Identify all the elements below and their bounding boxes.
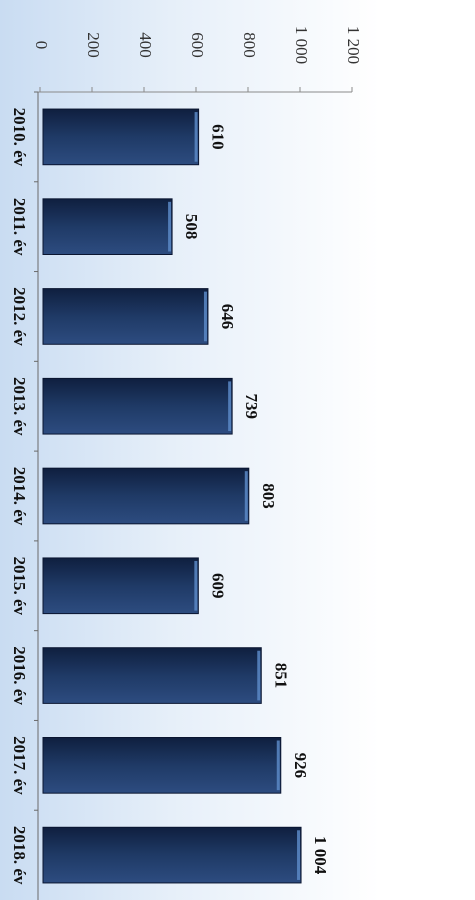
category-label: 2012. év: [10, 287, 29, 346]
data-label: 851: [271, 663, 290, 689]
data-label: 610: [209, 124, 228, 150]
bar: [42, 467, 250, 525]
bar-highlight: [228, 381, 232, 432]
plot-area: 0 200 400 600 800 1 000 1 200 610 2010. év 508 201…: [10, 26, 363, 900]
bar-highlight: [168, 201, 172, 252]
category-label: 2011. év: [10, 198, 29, 256]
category-label: 2016. év: [10, 646, 29, 705]
category-label: 2014. év: [10, 467, 29, 526]
data-label: 926: [291, 753, 310, 779]
bar-highlight: [194, 560, 198, 611]
bar-highlight: [194, 112, 198, 162]
bar: [42, 198, 173, 255]
bar-highlight: [244, 471, 248, 521]
data-label: 739: [242, 393, 261, 419]
value-tick-label: 400: [136, 32, 155, 58]
category-label: 2010. év: [10, 108, 29, 167]
data-label: 609: [208, 573, 227, 599]
data-label: 803: [259, 483, 278, 509]
category-label: 2015. év: [10, 557, 29, 616]
bar-highlight: [257, 650, 261, 701]
category-label: 2018. év: [10, 826, 29, 885]
category-label: 2017. év: [10, 736, 29, 795]
value-tick-label: 1 000: [292, 26, 311, 64]
bar: [42, 108, 200, 166]
bar: [42, 826, 302, 884]
value-tick-label: 800: [240, 32, 259, 58]
value-tick-label: 1 200: [344, 26, 363, 64]
bar-highlight: [203, 291, 207, 342]
bar-highlight: [276, 740, 280, 791]
bar: [42, 377, 233, 435]
value-tick-label: 0: [32, 41, 51, 50]
category-label: 2013. év: [10, 377, 29, 436]
bar: [42, 288, 209, 345]
value-tick-label: 600: [188, 32, 207, 58]
bar-highlight: [297, 830, 301, 880]
bar: [42, 557, 199, 615]
bar: [42, 647, 262, 704]
bar: [42, 737, 282, 794]
data-label: 508: [182, 214, 201, 240]
data-label: 646: [218, 304, 237, 330]
data-label: 1 004: [311, 836, 330, 875]
value-tick-label: 200: [84, 32, 103, 58]
